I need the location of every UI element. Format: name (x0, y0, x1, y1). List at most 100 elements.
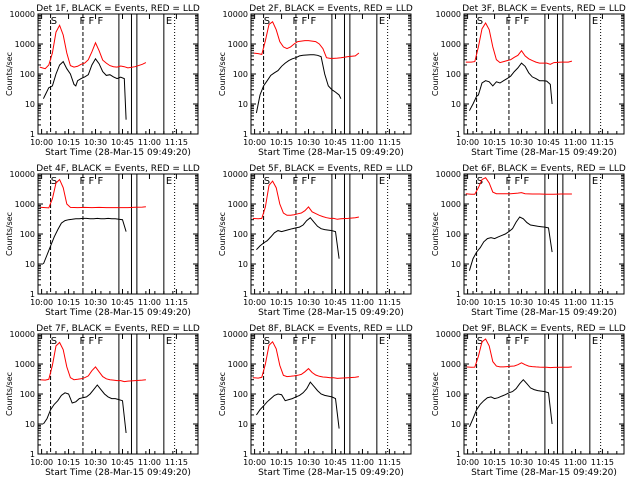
y-tick-label: 1 (30, 290, 35, 299)
panel-title: Det 8F, BLACK = Events, RED = LLD (249, 324, 413, 334)
y-tick-label: 1000 (441, 40, 461, 49)
phase-marker-label: F (515, 336, 521, 347)
x-tick-label: 10:30 (297, 138, 320, 147)
x-tick-label: 11:15 (165, 458, 188, 467)
x-tick-label: 11:15 (378, 138, 401, 147)
phase-marker-label: F (89, 16, 95, 27)
events-series-line (468, 378, 553, 428)
x-tick-label: 10:30 (510, 138, 533, 147)
plot-frame (463, 173, 625, 295)
phase-marker-label: E (166, 336, 172, 347)
panel-title: Det 5F, BLACK = Events, RED = LLD (249, 164, 413, 174)
phase-marker-label: F (311, 176, 317, 187)
phase-marker-label: F (524, 336, 530, 347)
x-axis-label: Start Time (28-Mar-15 09:49:20) (258, 148, 404, 158)
y-tick-label: 10000 (223, 170, 248, 179)
phase-marker-label: F (80, 16, 86, 27)
phase-marker-label: S (51, 16, 57, 27)
phase-marker-label: F (302, 336, 308, 347)
x-tick-label: 11:15 (378, 458, 401, 467)
phase-marker-label: S (264, 336, 270, 347)
phase-marker-label: E (166, 176, 172, 187)
x-axis-label: Start Time (28-Mar-15 09:49:20) (258, 308, 404, 318)
x-tick-label: 10:30 (510, 458, 533, 467)
phase-marker-label: S (264, 176, 270, 187)
y-tick-label: 1000 (228, 360, 248, 369)
panel-title: Det 2F, BLACK = Events, RED = LLD (249, 4, 413, 14)
phase-marker-label: E (379, 16, 385, 27)
phase-marker-label: F (98, 176, 104, 187)
phase-marker-label: F (311, 336, 317, 347)
plot-frame (250, 13, 412, 135)
y-tick-label: 1000 (15, 200, 35, 209)
phase-marker-label: F (302, 16, 308, 27)
plot-frame (37, 333, 199, 455)
plot-frame (463, 333, 625, 455)
x-tick-label: 11:15 (165, 138, 188, 147)
y-axis-label: Counts/sec (431, 212, 440, 256)
y-tick-label: 1 (456, 450, 461, 459)
plot-frame (463, 13, 625, 135)
phase-marker-label: S (477, 336, 483, 347)
x-tick-label: 10:45 (537, 138, 560, 147)
phase-marker-label: F (311, 16, 317, 27)
lld-series-line (252, 340, 359, 379)
y-tick-label: 100 (233, 390, 248, 399)
x-tick-label: 11:15 (591, 298, 614, 307)
x-tick-label: 10:00 (456, 138, 479, 147)
phase-marker-label: E (379, 176, 385, 187)
x-tick-label: 10:45 (111, 138, 134, 147)
x-tick-label: 11:00 (138, 458, 161, 467)
y-tick-label: 10 (25, 260, 35, 269)
y-tick-label: 10 (238, 260, 248, 269)
events-series-line (42, 217, 127, 265)
y-tick-label: 10000 (10, 10, 35, 19)
plot-frame (250, 333, 412, 455)
phase-marker-label: S (477, 176, 483, 187)
y-tick-label: 100 (233, 230, 248, 239)
phase-marker-label: F (80, 336, 86, 347)
x-tick-label: 10:15 (270, 458, 293, 467)
x-tick-label: 10:15 (483, 298, 506, 307)
x-tick-label: 10:45 (324, 458, 347, 467)
y-tick-label: 1000 (228, 200, 248, 209)
x-tick-label: 11:00 (351, 458, 374, 467)
y-tick-label: 10 (25, 100, 35, 109)
y-tick-label: 10000 (436, 170, 461, 179)
y-tick-label: 1000 (228, 40, 248, 49)
y-tick-label: 100 (20, 70, 35, 79)
y-tick-label: 1 (456, 290, 461, 299)
x-tick-label: 10:00 (456, 458, 479, 467)
x-tick-label: 10:45 (111, 458, 134, 467)
phase-marker-label: E (592, 336, 598, 347)
phase-marker-label: F (98, 336, 104, 347)
phase-marker-label: E (379, 336, 385, 347)
y-tick-label: 10 (25, 420, 35, 429)
x-tick-label: 10:45 (537, 298, 560, 307)
phase-marker-label: F (515, 16, 521, 27)
x-tick-label: 10:00 (243, 298, 266, 307)
y-tick-label: 1 (243, 450, 248, 459)
x-tick-label: 10:30 (84, 138, 107, 147)
phase-marker-label: F (524, 176, 530, 187)
x-tick-label: 11:00 (138, 298, 161, 307)
phase-marker-label: F (302, 176, 308, 187)
y-axis-label: Counts/sec (5, 52, 14, 96)
y-tick-label: 1 (243, 290, 248, 299)
y-axis-label: Counts/sec (218, 372, 227, 416)
y-axis-label: Counts/sec (431, 52, 440, 96)
phase-marker-label: E (592, 176, 598, 187)
x-tick-label: 10:00 (30, 138, 53, 147)
x-tick-label: 10:45 (324, 138, 347, 147)
panel-title: Det 3F, BLACK = Events, RED = LLD (462, 4, 626, 14)
x-tick-label: 10:15 (57, 458, 80, 467)
phase-marker-label: S (477, 16, 483, 27)
x-tick-label: 11:15 (591, 458, 614, 467)
x-tick-label: 10:15 (483, 458, 506, 467)
